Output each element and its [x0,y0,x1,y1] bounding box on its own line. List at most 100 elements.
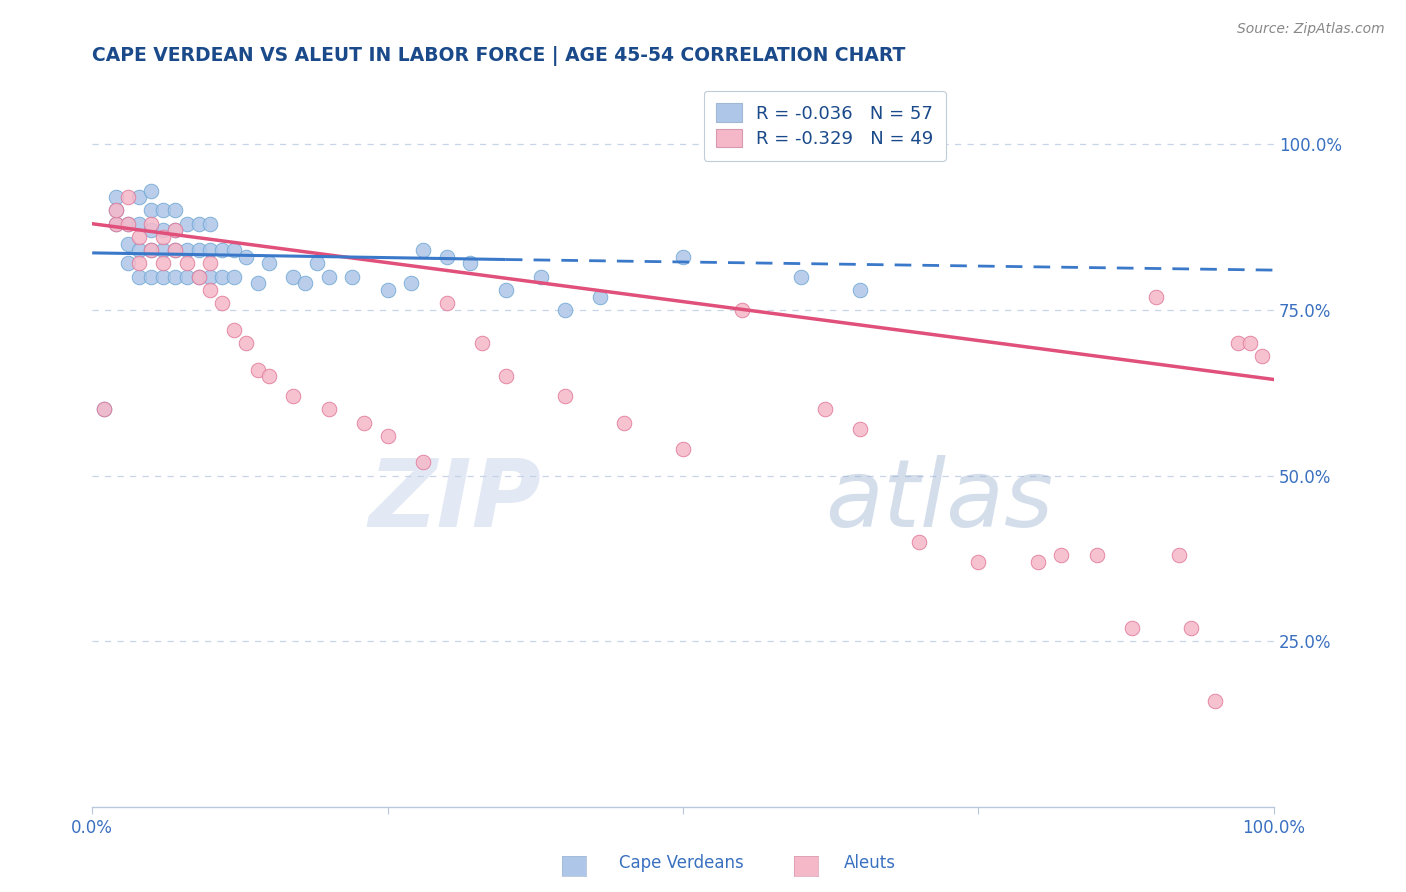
Point [104,217,127,231]
Point [128,217,150,231]
Point [471,336,494,351]
Point [128,190,150,204]
Point [211,296,233,310]
Point [141,184,163,198]
Point [141,244,163,258]
Point [731,302,754,317]
Point [814,402,837,417]
Point [259,256,281,270]
Point [530,269,553,284]
Point [163,223,186,237]
Point [187,244,209,258]
Point [589,290,612,304]
Point [163,244,186,258]
Point [1050,548,1073,562]
Point [93,402,115,417]
Point [235,336,257,351]
Point [412,455,434,469]
Point [1251,349,1274,363]
Point [128,269,150,284]
Point [117,190,139,204]
Point [104,203,127,218]
Point [187,269,209,284]
Point [128,244,150,258]
Point [128,230,150,244]
Point [163,223,186,237]
Point [305,256,328,270]
Point [141,217,163,231]
Point [246,362,269,376]
Point [222,269,245,284]
Point [399,277,422,291]
Point [141,269,163,284]
Point [200,244,222,258]
Point [672,442,695,456]
Point [152,230,174,244]
Point [1239,336,1261,351]
Point [436,250,458,264]
Point [294,277,316,291]
Text: atlas: atlas [825,455,1053,546]
Point [141,203,163,218]
Point [141,244,163,258]
Point [187,269,209,284]
Point [152,269,174,284]
Point [187,217,209,231]
Point [353,416,375,430]
Point [163,269,186,284]
Point [908,535,931,549]
Point [152,203,174,218]
Point [176,217,198,231]
Point [1204,694,1226,708]
Point [117,256,139,270]
Point [141,223,163,237]
Text: Cape Verdeans: Cape Verdeans [619,855,744,872]
Text: CAPE VERDEAN VS ALEUT IN LABOR FORCE | AGE 45-54 CORRELATION CHART: CAPE VERDEAN VS ALEUT IN LABOR FORCE | A… [93,46,905,66]
Point [200,256,222,270]
Point [495,369,517,384]
Point [117,217,139,231]
Point [340,269,363,284]
Text: Aleuts: Aleuts [844,855,896,872]
Point [1085,548,1108,562]
Point [128,256,150,270]
Point [967,555,990,569]
Point [104,203,127,218]
Point [104,190,127,204]
Point [176,269,198,284]
Point [200,269,222,284]
Point [849,283,872,297]
Point [1180,621,1202,635]
Point [211,244,233,258]
Point [281,269,304,284]
Point [152,244,174,258]
Point [163,203,186,218]
Point [377,429,399,443]
Point [176,244,198,258]
Point [163,244,186,258]
Text: Source: ZipAtlas.com: Source: ZipAtlas.com [1237,22,1385,37]
Point [222,244,245,258]
Point [1144,290,1167,304]
Point [152,256,174,270]
Point [412,244,434,258]
Point [460,256,482,270]
Point [849,422,872,436]
Point [211,269,233,284]
Point [495,283,517,297]
Point [1168,548,1191,562]
Point [222,323,245,337]
Point [1121,621,1143,635]
Point [117,217,139,231]
Point [259,369,281,384]
Point [104,217,127,231]
Point [246,277,269,291]
Point [1026,555,1049,569]
Point [613,416,636,430]
Point [436,296,458,310]
Point [117,236,139,251]
Point [93,402,115,417]
Point [672,250,695,264]
Point [554,389,576,403]
Point [176,256,198,270]
